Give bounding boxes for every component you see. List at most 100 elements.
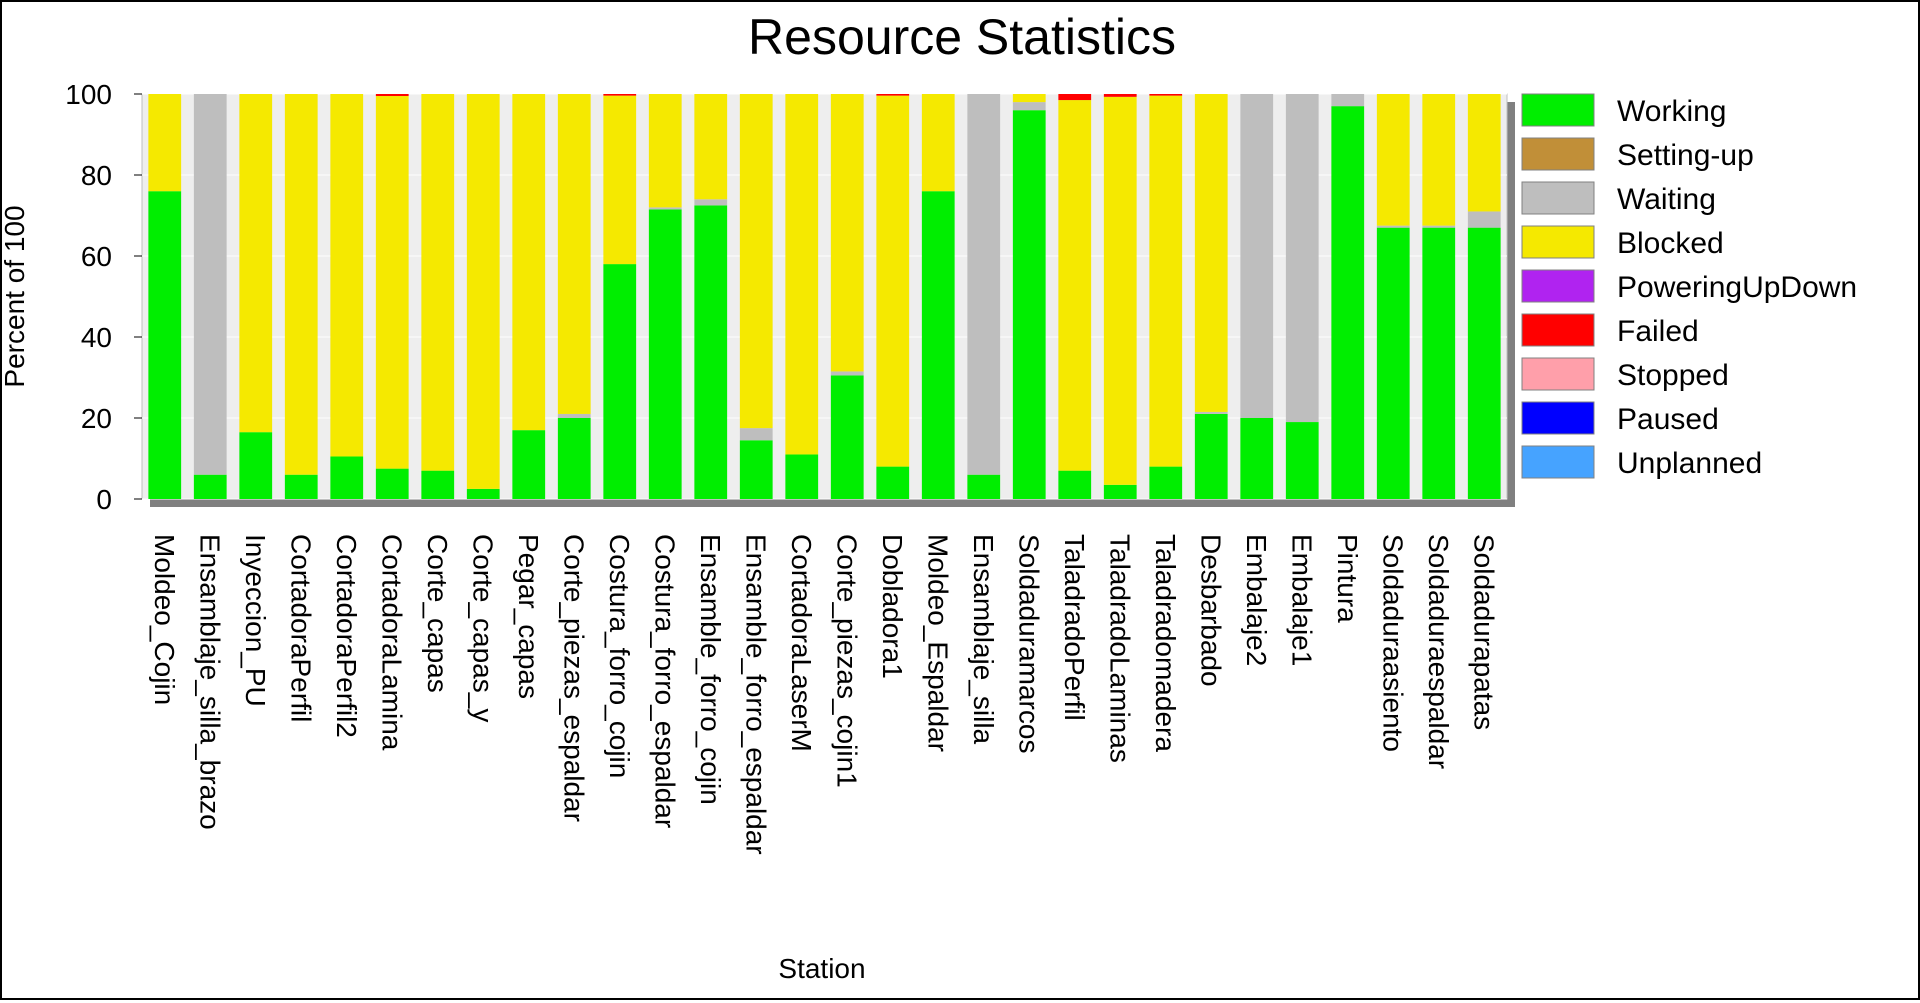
x-tick-label: Soldaduramarcos <box>1013 534 1044 753</box>
bar-segment-working <box>193 474 227 499</box>
bar-segment-working <box>876 466 910 499</box>
legend-swatch-waiting <box>1521 181 1595 215</box>
bar-segment-working <box>1194 413 1228 499</box>
bar-segment-waiting <box>967 94 1001 475</box>
bar-segment-blocked <box>739 94 773 429</box>
legend-swatch-failed <box>1521 313 1595 347</box>
bar-segment-working <box>830 375 864 499</box>
chart-title: Resource Statistics <box>748 9 1176 65</box>
bar-segment-blocked <box>557 94 591 414</box>
x-tick-label: Taladradomadera <box>1150 534 1181 752</box>
x-tick-label: Moldeo_Espaldar <box>922 534 953 752</box>
bar-segment-blocked <box>1149 95 1183 467</box>
x-tick-label: Embalaje1 <box>1286 534 1317 666</box>
bar-segment-blocked <box>603 95 637 265</box>
bar-segment-waiting <box>1194 411 1228 414</box>
x-tick-label: Embalaje2 <box>1241 534 1272 666</box>
bar-segment-blocked <box>1058 100 1092 471</box>
bar-segment-waiting <box>1376 225 1410 228</box>
x-tick-label: Soldadurapatas <box>1468 534 1499 730</box>
bar-segment-working <box>1467 227 1501 499</box>
legend-swatch-poweringupdown <box>1521 269 1595 303</box>
x-tick-label: Ensamblaje_silla_brazo <box>194 534 225 830</box>
bar-segment-blocked <box>1467 94 1501 212</box>
bar-segment-working <box>512 430 546 499</box>
gridlines <box>142 93 1507 500</box>
bar-segment-blocked <box>1376 94 1410 226</box>
bar-segment-failed <box>603 94 637 96</box>
legend-label: Working <box>1617 95 1726 128</box>
bar-segment-blocked <box>1012 94 1046 103</box>
x-tick-label: Costura_forro_espaldar <box>649 534 680 828</box>
bar-segment-blocked <box>830 94 864 372</box>
bar-segment-working <box>239 432 273 499</box>
legend: Working Setting-up Waiting Blocked PoweringU… <box>1521 93 1857 480</box>
y-tick-label: 20 <box>81 403 112 434</box>
y-tick-label: 40 <box>81 322 112 353</box>
bar-segment-waiting <box>1422 225 1456 228</box>
bar-segment-blocked <box>785 94 819 455</box>
bar-segment-blocked <box>330 94 364 457</box>
plot-area <box>141 93 1508 500</box>
bar-segment-failed <box>1058 94 1092 101</box>
x-tick-label: Corte_piezas_espaldar <box>558 534 589 822</box>
x-axis-tick-labels: Moldeo_Cojin Ensamblaje_silla_brazo Inyecc… <box>149 534 1500 855</box>
bar-segment-working <box>1331 106 1365 500</box>
x-tick-label: Pintura <box>1332 534 1363 623</box>
bar-segment-working <box>148 191 182 499</box>
legend-label: Unplanned <box>1617 447 1762 480</box>
y-tick-label: 100 <box>65 79 112 110</box>
x-axis-label: Station <box>778 953 865 984</box>
bar-segment-waiting <box>694 199 728 206</box>
bar-segment-waiting <box>1012 102 1046 111</box>
bar-segment-blocked <box>375 96 409 469</box>
bar-segment-blocked <box>421 94 455 471</box>
bar-segment-working <box>603 264 637 499</box>
bar-segment-working <box>421 470 455 499</box>
bar-segment-waiting <box>193 94 227 475</box>
x-tick-label: Moldeo_Cojin <box>149 534 180 705</box>
x-tick-label: Soldaduraasiento <box>1377 534 1408 752</box>
bar-segment-blocked <box>284 94 318 475</box>
legend-swatch-paused <box>1521 401 1595 435</box>
bar-segment-working <box>1103 484 1137 499</box>
x-tick-label: Corte_piezas_cojin1 <box>831 534 862 788</box>
x-tick-label: Soldaduraespaldar <box>1423 534 1454 769</box>
bar-segment-waiting <box>1285 94 1319 423</box>
legend-label: Paused <box>1617 403 1719 436</box>
bar-segment-waiting <box>557 413 591 418</box>
legend-swatch-setting-up <box>1521 137 1595 171</box>
bar-segment-failed <box>1149 94 1183 96</box>
x-tick-label: Inyeccion_PU <box>240 534 271 707</box>
bar-segment-blocked <box>1422 94 1456 226</box>
bar-segment-failed <box>375 94 409 97</box>
bar-segment-working <box>1012 110 1046 499</box>
x-tick-label: Ensamble_forro_espaldar <box>740 534 771 855</box>
x-tick-label: Pegar_capas <box>513 534 544 699</box>
bar-segment-working <box>375 468 409 499</box>
legend-label: Setting-up <box>1617 139 1754 172</box>
y-tick-label: 60 <box>81 241 112 272</box>
x-tick-label: Dobladora1 <box>877 534 908 679</box>
x-tick-label: Desbarbado <box>1195 534 1226 687</box>
bar-segment-blocked <box>466 94 500 489</box>
bars <box>148 94 1501 500</box>
bar-segment-working <box>739 440 773 499</box>
bar-segment-blocked <box>1103 96 1137 485</box>
bar-segment-working <box>284 474 318 499</box>
bar-segment-blocked <box>512 94 546 431</box>
x-tick-label: TaladradoLaminas <box>1104 534 1135 763</box>
x-tick-label: Corte_capas <box>422 534 453 693</box>
legend-label: Stopped <box>1617 359 1729 392</box>
legend-label: PoweringUpDown <box>1617 271 1857 304</box>
bar-segment-working <box>557 418 591 499</box>
bar-segment-working <box>967 474 1001 499</box>
bar-segment-waiting <box>648 207 682 210</box>
legend-swatch-working <box>1521 93 1595 127</box>
bar-segment-blocked <box>921 94 955 192</box>
bar-segment-working <box>1376 227 1410 499</box>
x-tick-label: CortadoraLamina <box>376 534 407 751</box>
bar-segment-blocked <box>148 94 182 192</box>
